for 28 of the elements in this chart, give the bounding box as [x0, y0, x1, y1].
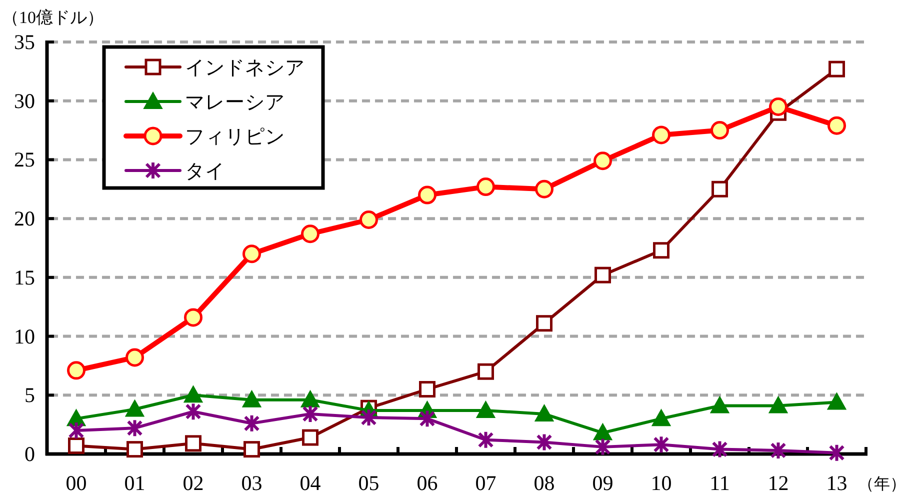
- y-tick-label: 20: [14, 206, 35, 231]
- y-tick-label: 0: [24, 442, 35, 466]
- legend-label: フィリピン: [185, 125, 285, 148]
- x-tick-label: 01: [124, 471, 146, 495]
- x-tick-label: 13: [826, 471, 848, 495]
- x-tick-label: 03: [241, 471, 262, 495]
- y-tick-label: 35: [14, 30, 35, 54]
- x-tick-label: 09: [592, 471, 614, 495]
- y-tick-label: 10: [14, 324, 35, 348]
- legend-label: マレーシア: [185, 90, 285, 114]
- x-tick-label: 02: [182, 471, 204, 495]
- y-tick-label: 5: [24, 383, 35, 408]
- x-tick-label: 05: [358, 471, 380, 495]
- y-tick-label: 15: [14, 265, 35, 290]
- x-tick-label: 08: [534, 471, 555, 495]
- x-tick-label: 10: [650, 471, 672, 495]
- x-axis-title: （年）: [858, 476, 906, 493]
- x-tick-label: 04: [300, 471, 322, 495]
- legend-label: インドネシア: [185, 56, 305, 79]
- x-tick-label: 11: [710, 471, 730, 495]
- x-tick-label: 07: [475, 471, 496, 495]
- x-tick-label: 00: [66, 471, 87, 495]
- x-tick-label: 12: [768, 471, 789, 495]
- y-tick-label: 25: [14, 148, 35, 172]
- y-axis-title: （10億ドル）: [2, 8, 104, 27]
- y-tick-label: 30: [14, 88, 35, 113]
- x-tick-label: 06: [416, 471, 438, 495]
- legend-label: タイ: [185, 160, 225, 182]
